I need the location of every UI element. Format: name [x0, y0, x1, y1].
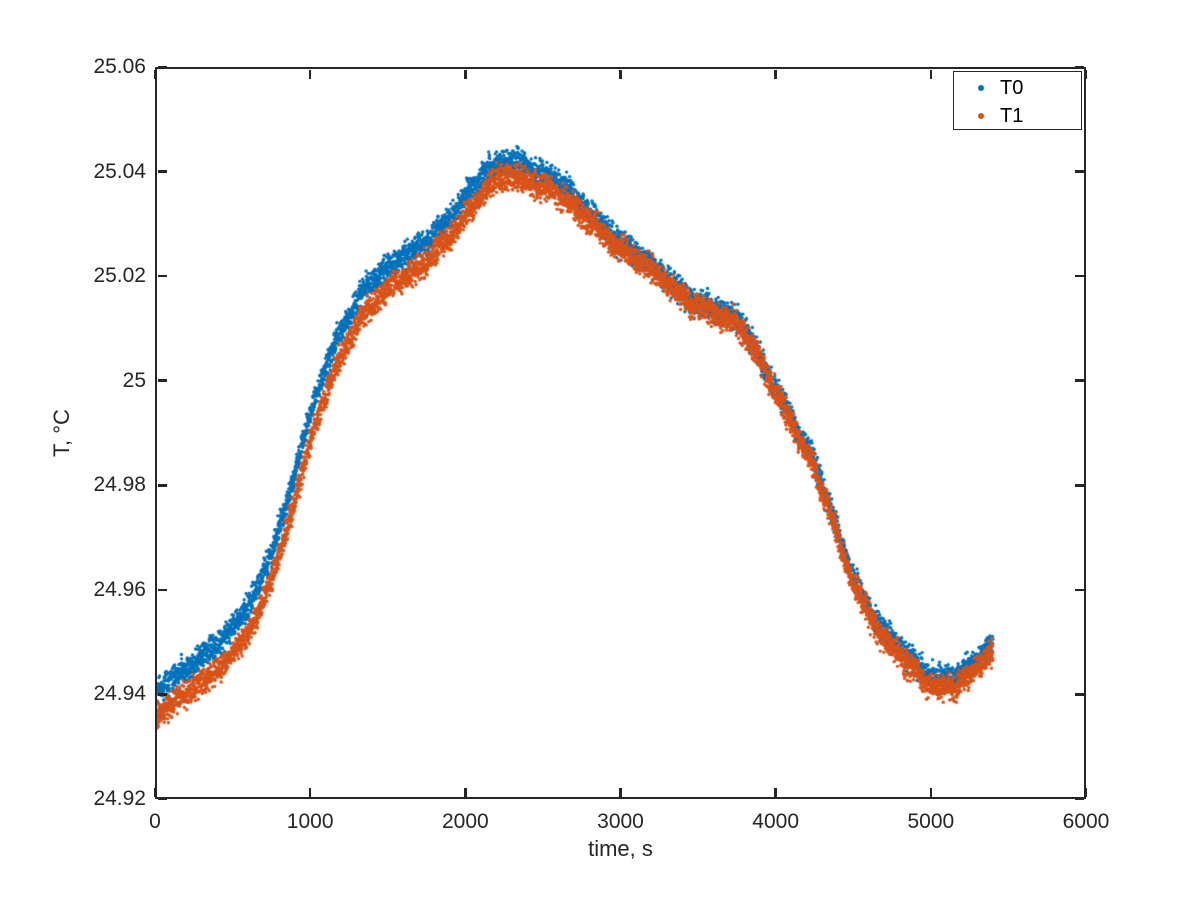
y-tick-label: 25.04 [93, 159, 146, 183]
y-tick-label: 24.94 [93, 682, 146, 706]
y-tick-label: 25.06 [93, 55, 146, 78]
legend-label-t1: T1 [1000, 104, 1024, 127]
legend-item-t0: T0 [954, 75, 1081, 101]
y-tick-label: 24.96 [93, 577, 146, 601]
t1-series-marker-icon [978, 113, 984, 119]
x-tick-label: 4000 [752, 810, 800, 833]
x-axis-label: time, s [588, 836, 653, 861]
x-tick-label: 5000 [907, 810, 955, 833]
legend-item-t1: T1 [954, 103, 1081, 129]
y-tick-label: 24.92 [93, 787, 146, 810]
y-tick-label: 25.02 [93, 264, 146, 288]
legend: T0 T1 [953, 71, 1082, 130]
y-tick-label: 24.98 [93, 473, 146, 497]
y-tick-label: 25 [122, 368, 146, 392]
x-tick-label: 0 [149, 810, 161, 833]
t0-series-marker-icon [978, 85, 984, 91]
y-axis-label: T, °C [49, 409, 74, 457]
x-tick-label: 3000 [597, 810, 644, 833]
scatter-plot-canvas [155, 67, 1086, 799]
x-tick-label: 6000 [1062, 810, 1110, 833]
x-tick-label: 2000 [441, 810, 489, 833]
x-tick-label: 1000 [286, 810, 334, 833]
legend-label-t0: T0 [1000, 76, 1024, 99]
